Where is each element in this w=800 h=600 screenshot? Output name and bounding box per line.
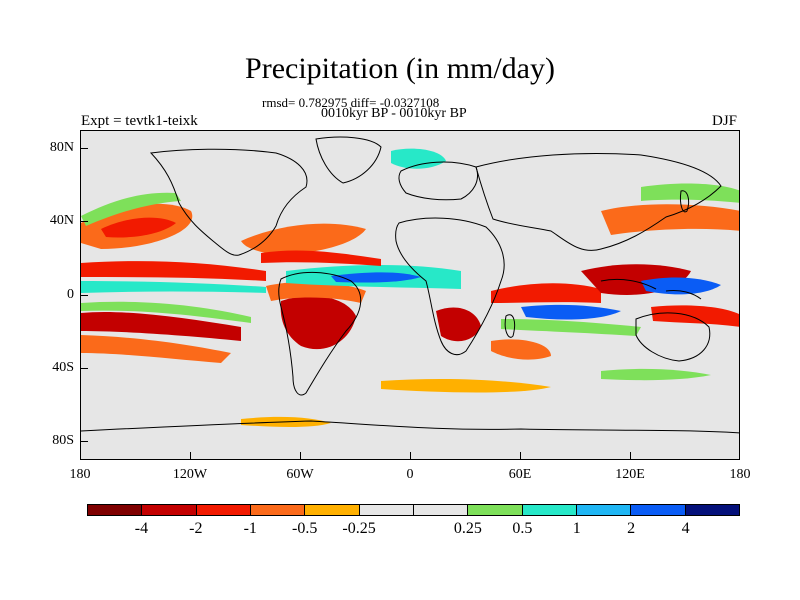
colorbar-label: 0.25 [453,520,482,537]
colorbar-label: -1 [243,520,257,537]
coast-australia [635,312,711,362]
anomaly-south-america-red [280,296,356,350]
colorbar-swatch [250,505,306,515]
y-tick [80,295,88,296]
colorbar-label: 4 [681,520,690,537]
x-tick [410,452,411,460]
coast-greenland [315,136,382,184]
colorbar-swatch [522,505,577,515]
x-tick [190,452,191,460]
colorbar-label: -2 [189,520,203,537]
coast-south-america [278,271,362,396]
anomaly-fields [81,148,739,427]
y-tick-label: 40S [52,360,74,375]
anomaly-western-pacific-green [641,183,739,203]
coastlines [81,136,739,434]
anomaly-south-pacific-green [81,301,251,323]
y-tick-label: 0 [67,287,74,302]
colorbar-swatch [576,505,632,515]
x-tick-label: 60E [508,467,532,482]
colorbar-swatch [631,505,686,515]
colorbar-label: 2 [627,520,636,537]
colorbar-label: -0.25 [342,520,376,537]
x-tick [520,452,521,460]
y-tick [80,221,88,222]
x-tick-label: 120W [172,467,208,482]
y-tick [80,368,88,369]
y-tick [80,441,88,442]
map-canvas [81,131,739,459]
map-background [81,131,739,459]
x-tick-label: 120E [615,467,645,482]
coast-antarctica [81,420,739,434]
coast-madagascar [504,314,516,338]
coast-north-america [149,148,308,256]
colorbar [87,504,740,516]
colorbar-label: 1 [572,520,581,537]
colorbar-swatch [142,505,197,515]
anomaly-eq-atlantic-blue [331,272,421,283]
anomaly-southern-ocean-orange [381,379,551,393]
season-label: DJF [712,113,738,129]
x-tick-label: 180 [69,467,91,482]
colorbar-swatch [88,505,143,515]
colorbar-swatch [196,505,251,515]
anomaly-north-pacific-core [101,217,176,238]
colorbar-swatch [305,505,360,515]
anomaly-south-pacific-orange [81,335,231,363]
anomaly-south-pacific-red [81,311,241,341]
anomaly-maritime-blue [641,277,721,295]
anomaly-south-africa-orange [491,339,551,360]
x-tick-label: 60W [286,467,314,482]
map-title: Precipitation (in mm/day) [245,52,555,85]
precipitation-map [80,130,740,460]
colorbar-swatch [359,505,414,515]
x-tick-label: 180 [729,467,751,482]
anomaly-indian-ocean-red [491,283,601,303]
rmsd-diff-line: rmsd= 0.782975 diff= -0.0327108 [262,95,440,110]
colorbar-label: -4 [134,520,149,537]
coast-africa [395,217,505,356]
anomaly-southern-ocean-green [601,368,711,381]
y-tick-label: 80N [49,140,74,155]
y-tick-label: 40N [49,213,74,228]
coast-japan [680,190,690,213]
anomaly-western-pacific-orange [601,204,739,235]
anomaly-north-pacific-green [81,192,181,226]
anomaly-north-atlantic-red [261,250,381,266]
y-tick-label: 80S [52,433,74,448]
anomaly-south-west-pacific-red [651,305,739,327]
anomaly-eq-pacific-red [81,261,266,281]
colorbar-label: -0.5 [291,520,318,537]
x-tick [630,452,631,460]
anomaly-indian-ocean-blue [521,304,621,320]
anomaly-south-america-orange [266,281,366,303]
colorbar-swatch [685,505,739,515]
anomaly-indian-ocean-green [501,319,641,336]
colorbar-swatch [413,505,469,515]
anomaly-south-africa-red [436,307,481,342]
anomaly-eq-pacific-green [81,281,266,293]
anomaly-north-atlantic-green [391,148,446,169]
period-line: 0010kyr BP - 0010kyr BP [321,106,467,121]
coast-asia [475,153,722,251]
colorbar-label: 0.5 [512,520,533,537]
colorbar-swatch [468,505,523,515]
coast-indonesia [600,278,702,300]
x-tick-label: 0 [406,467,414,482]
x-tick [300,452,301,460]
experiment-label: Expt = tevtk1-teixk [81,113,198,129]
y-tick [80,148,88,149]
coast-europe [398,161,478,201]
